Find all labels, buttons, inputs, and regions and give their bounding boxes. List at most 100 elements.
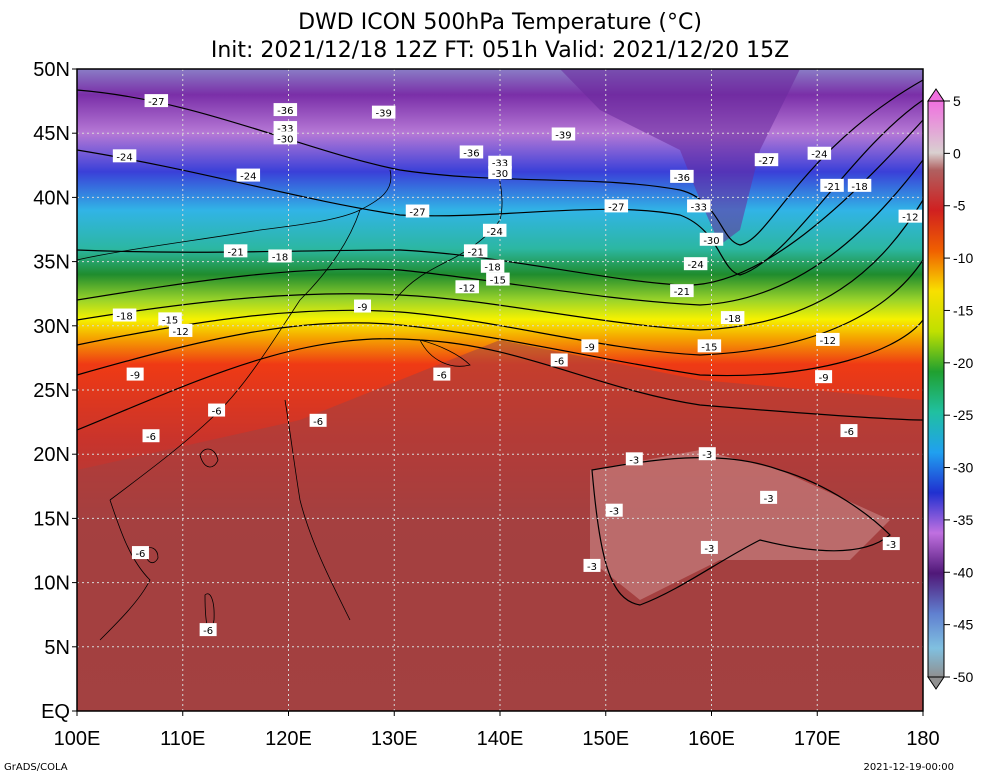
svg-text:-36: -36	[674, 173, 690, 184]
colorbar-label: -20	[953, 355, 973, 371]
svg-text:-27: -27	[148, 97, 164, 108]
contour-label: -24	[112, 149, 137, 163]
contour-label: -21	[463, 244, 488, 258]
contour-label: -12	[455, 280, 479, 294]
contour-label: -15	[486, 272, 510, 287]
colorbar-label: -45	[953, 617, 973, 633]
contour-label: -3	[698, 447, 716, 461]
longitude-label: 110E	[160, 728, 205, 750]
longitude-label: 160E	[688, 728, 735, 750]
svg-text:-21: -21	[468, 247, 484, 258]
longitude-label: 150E	[582, 728, 629, 750]
svg-text:-15: -15	[701, 342, 717, 353]
contour-label: -27	[604, 199, 629, 213]
svg-text:-33: -33	[492, 159, 508, 170]
svg-text:-24: -24	[116, 152, 132, 163]
contour-label: -27	[754, 153, 779, 167]
latitude-label: 10N	[33, 573, 70, 595]
svg-text:-15: -15	[490, 276, 506, 287]
contour-label: -12	[816, 332, 840, 347]
svg-text:-3: -3	[704, 544, 714, 555]
longitude-label: 120E	[265, 728, 312, 750]
contour-label: -9	[126, 367, 144, 382]
svg-text:-24: -24	[240, 172, 256, 183]
colorbar-bottom-arrow	[927, 676, 945, 690]
colorbar-label: 0	[953, 145, 961, 161]
svg-text:-3: -3	[886, 540, 896, 551]
latitude-label: 5N	[44, 637, 70, 659]
longitude-label: 130E	[371, 728, 418, 750]
contour-label: -18	[720, 311, 745, 325]
contour-label: -12	[898, 209, 923, 224]
contour-label: -39	[551, 127, 576, 141]
contour-label: -6	[142, 429, 160, 443]
longitude-label: 100E	[54, 728, 101, 750]
contour-label: -18	[480, 259, 505, 274]
cold-core-region	[200, 69, 800, 245]
contour-label: -9	[581, 339, 599, 353]
svg-text:-39: -39	[555, 130, 571, 141]
footer-credit: GrADS/COLA	[4, 762, 68, 773]
colorbar-label: -50	[953, 669, 973, 685]
svg-text:-6: -6	[313, 417, 323, 428]
contour-label: -15	[697, 339, 722, 353]
svg-text:-3: -3	[629, 455, 639, 466]
contour-value-labels: -27-36 -39-33-30 -39-24 -36-33-30 -36-27-24-…	[112, 94, 923, 637]
contour-label: -18	[847, 178, 872, 193]
colorbar-label: -30	[953, 460, 973, 476]
contour-label: -27	[405, 204, 430, 219]
contour-label: -6	[199, 623, 217, 637]
latitude-label: 50N	[33, 59, 70, 81]
contour-label: -3	[605, 503, 623, 518]
contour-label: -18	[112, 308, 137, 323]
contour-label: -33	[273, 121, 298, 135]
colorbar-labels: 5 0 -5 -10 -15 -20 -25 -30 -35 -40 -45 -50	[944, 93, 973, 685]
contour-label: -24	[482, 223, 507, 238]
contour-label: -6	[309, 413, 327, 428]
svg-text:-21: -21	[674, 287, 690, 298]
svg-text:-9: -9	[585, 342, 595, 353]
colorbar-label: -10	[953, 250, 973, 266]
contour-label: -6	[131, 546, 149, 560]
contour-label: -36	[670, 169, 694, 184]
contour-label: -3	[583, 558, 601, 573]
svg-text:-3: -3	[609, 507, 619, 518]
longitude-label: 140E	[477, 728, 524, 750]
svg-text:-3: -3	[702, 450, 712, 461]
svg-text:-12: -12	[820, 336, 836, 347]
contour-label: -6	[208, 403, 226, 418]
svg-text:-27: -27	[758, 156, 774, 167]
svg-text:-21: -21	[227, 247, 243, 258]
footer-timestamp: 2021-12-19-00:00	[863, 762, 954, 773]
svg-text:-30: -30	[703, 236, 719, 247]
colorbar-scale	[927, 100, 945, 678]
latitude-label: 25N	[33, 380, 70, 402]
svg-text:-33: -33	[277, 124, 293, 135]
svg-text:-3: -3	[764, 494, 774, 505]
svg-text:-33: -33	[691, 202, 707, 213]
contour-label: -30	[699, 232, 724, 247]
contour-label: -12	[168, 323, 193, 338]
svg-text:-30: -30	[492, 169, 508, 180]
svg-text:-3: -3	[587, 562, 597, 573]
svg-text:-6: -6	[554, 356, 564, 367]
latitude-label: EQ	[41, 701, 70, 723]
svg-text:-9: -9	[358, 303, 368, 314]
contour-label: -9	[815, 370, 833, 384]
svg-text:-24: -24	[811, 150, 827, 161]
svg-text:-36: -36	[277, 106, 293, 117]
contour-label: -36	[273, 103, 298, 117]
contour-label: -3	[760, 490, 778, 505]
svg-text:-18: -18	[484, 263, 500, 274]
contour-label: -9	[354, 299, 372, 314]
contour-label: -3	[882, 537, 900, 551]
longitude-label: 170E	[794, 728, 841, 750]
latitude-label: 45N	[33, 123, 70, 145]
colorbar-label: -40	[953, 564, 973, 580]
contour-label: -33	[488, 155, 512, 170]
svg-text:-6: -6	[212, 407, 222, 418]
svg-text:-21: -21	[824, 182, 840, 193]
coastlines	[76, 159, 503, 641]
svg-text:-27: -27	[608, 202, 624, 213]
